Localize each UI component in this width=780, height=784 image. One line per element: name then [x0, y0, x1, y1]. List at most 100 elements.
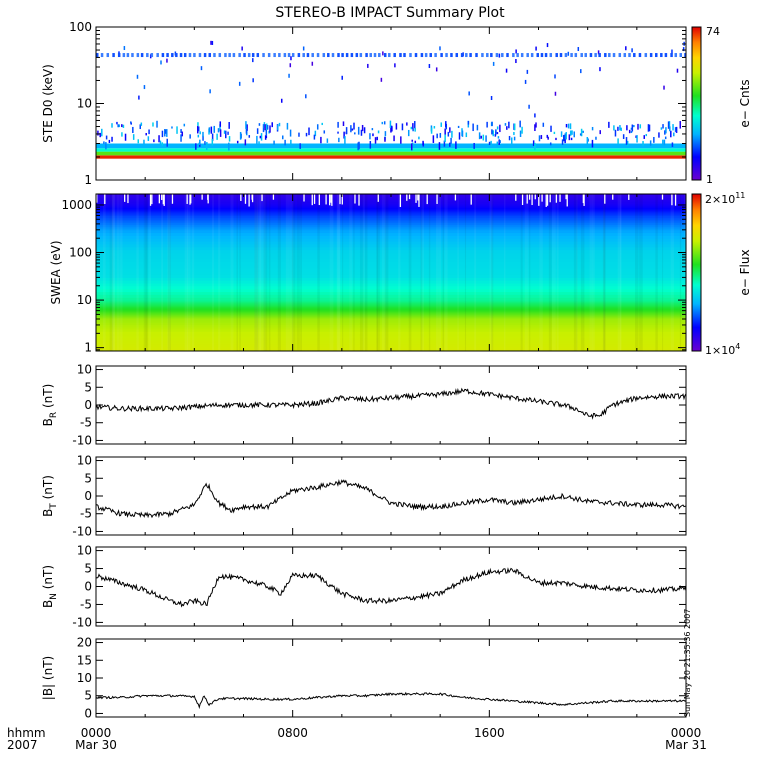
ste-count-cell: [121, 132, 123, 137]
ste-count-cell: [658, 132, 660, 138]
ste-count-cell: [564, 133, 567, 140]
swea-energy-band: [96, 264, 686, 269]
ste-calibration-line: [604, 53, 607, 58]
ste-energy-band: [96, 143, 686, 149]
ste-count-cell: [181, 131, 184, 137]
swea-energy-band: [96, 223, 686, 227]
swea-energy-band: [96, 303, 686, 306]
ste-count-cell: [669, 126, 671, 132]
ste-count-cell: [439, 133, 442, 138]
ste-count-cell: [438, 142, 441, 150]
ste-count-cell: [225, 130, 227, 139]
ste-count-cell: [486, 121, 488, 128]
ste-count-cell: [199, 139, 201, 145]
ste-count-cell: [344, 136, 346, 145]
ste-count-cell: [414, 140, 417, 144]
ste-count-cell: [625, 46, 627, 51]
ste-count-cell: [143, 85, 146, 90]
y-tick-label: 15: [77, 653, 92, 667]
swea-data-gap: [555, 194, 558, 203]
swea-energy-band: [96, 209, 686, 213]
swea-time-variation: [296, 194, 300, 351]
ste-count-cell: [599, 130, 601, 135]
panel-bmag: 20 15 10 5 0 |B| (nT): [41, 636, 687, 720]
swea-data-gap: [358, 194, 360, 206]
ste-calibration-line: [399, 53, 402, 58]
swea-data-gap: [408, 194, 411, 200]
ste-count-cell: [197, 126, 199, 134]
ste-count-cell: [258, 123, 261, 126]
ste-calibration-line: [465, 53, 468, 58]
swea-energy-band: [96, 196, 686, 199]
swea-energy-band: [96, 225, 686, 229]
swea-time-variation: [112, 194, 116, 351]
ste-count-cell: [353, 122, 355, 130]
ste-count-cell: [554, 74, 556, 79]
ste-count-cell: [116, 121, 118, 125]
ste-count-cell: [376, 136, 378, 141]
swea-data-gap: [515, 194, 517, 201]
swea-time-variation: [230, 194, 234, 351]
ste-count-cell: [455, 141, 457, 149]
ste-count-cell: [564, 137, 566, 144]
swea-energy-band: [96, 346, 686, 350]
ste-count-cell: [617, 126, 619, 131]
y-tick-label: 0: [84, 580, 92, 594]
ste-calibration-line: [506, 53, 509, 58]
ste-calibration-line: [424, 53, 428, 58]
swea-energy-band: [96, 258, 686, 263]
ste-count-cell: [496, 141, 499, 148]
ste-count-cell: [166, 129, 168, 137]
ste-count-cell: [513, 136, 516, 141]
swea-data-gap: [528, 194, 531, 200]
ste-calibration-line: [644, 53, 648, 58]
ste-calibration-line: [136, 53, 140, 58]
ste-count-cell: [508, 121, 510, 129]
y-tick-label: 10: [77, 97, 92, 111]
ste-count-cell: [553, 131, 556, 135]
y-tick-label: 100: [69, 20, 92, 34]
ste-calibration-line: [574, 53, 578, 58]
ste-calibration-line: [337, 53, 340, 58]
ste-count-cell: [289, 129, 292, 137]
y-tick-label: 100: [69, 246, 92, 260]
colorbar-min-label: 1×104: [705, 342, 740, 357]
swea-energy-band: [96, 308, 686, 312]
swea-time-variation: [398, 194, 401, 351]
ste-count-cell: [288, 73, 290, 78]
ste-count-cell: [384, 131, 387, 136]
ste-count-cell: [202, 135, 204, 141]
ste-count-cell: [248, 135, 251, 138]
ste-calibration-line: [469, 53, 472, 58]
ste-count-cell: [216, 133, 218, 140]
ste-count-cell: [238, 81, 241, 86]
swea-energy-band: [96, 232, 686, 237]
ste-count-cell: [567, 123, 570, 129]
ste-count-cell: [262, 124, 265, 133]
ste-count-cell: [667, 121, 670, 129]
swea-data-gap: [201, 194, 203, 200]
ste-count-cell: [111, 136, 113, 142]
ste-count-cell: [682, 47, 685, 52]
swea-data-gap: [161, 194, 163, 200]
ste-count-cell: [130, 121, 132, 124]
ste-count-cell: [277, 124, 279, 131]
ste-count-cell: [369, 133, 371, 140]
ste-count-cell: [122, 124, 125, 128]
swea-energy-band: [96, 300, 686, 304]
ste-count-cell: [381, 121, 384, 125]
ste-count-cell: [444, 134, 446, 143]
ste-count-cell: [118, 124, 120, 128]
ste-count-cell: [472, 123, 474, 132]
colorbar-min-label: 1: [706, 173, 713, 186]
swea-data-gap: [329, 194, 331, 206]
swea-data-gap: [158, 194, 160, 204]
ste-count-cell: [614, 129, 617, 137]
swea-data-gap: [545, 194, 547, 207]
ste-calibration-line: [623, 53, 627, 58]
y-tick-label: 1000: [61, 198, 92, 212]
ste-calibration-line: [228, 53, 231, 58]
y-tick-label: 0: [84, 398, 92, 412]
ste-calibration-line: [512, 53, 515, 58]
swea-time-variation: [167, 194, 171, 351]
